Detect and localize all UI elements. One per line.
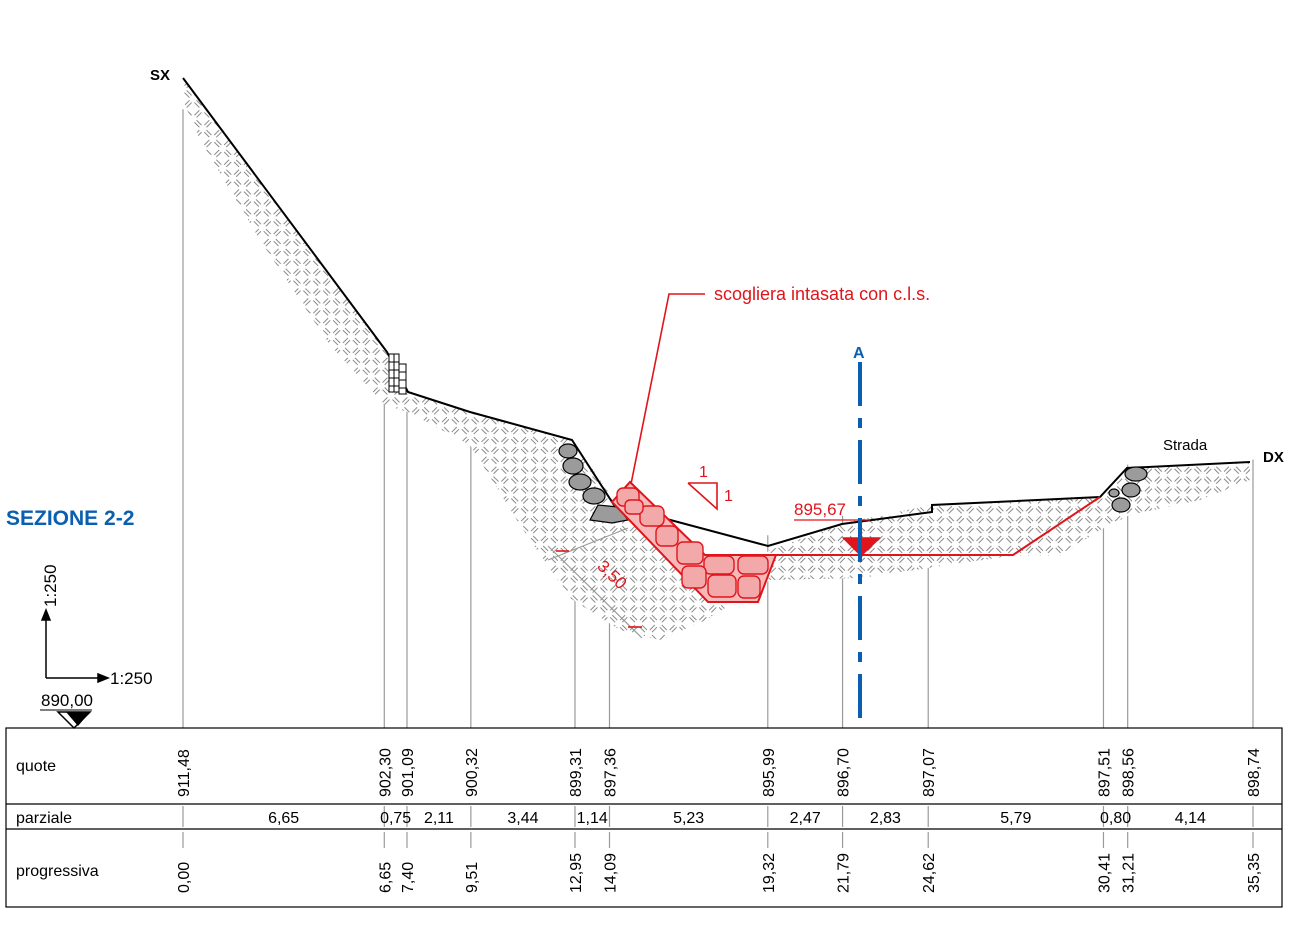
- station-reference-lines: [182, 109, 1254, 848]
- parziale-value: 6,65: [268, 810, 299, 827]
- slope-vertical-label: 1: [699, 464, 708, 481]
- row-label-parziale: parziale: [16, 810, 72, 827]
- slope-symbol: [687, 482, 718, 511]
- slope-horizontal-label: 1: [724, 488, 733, 505]
- callout-text: scogliera intasata con c.l.s.: [714, 284, 930, 304]
- quote-value: 895,99: [761, 748, 778, 797]
- road-label: Strada: [1163, 437, 1208, 454]
- progressiva-value: 14,09: [602, 853, 619, 893]
- datum-label: 890,00: [41, 691, 93, 710]
- parziale-value: 0,75: [380, 810, 411, 827]
- quote-value: 898,74: [1246, 748, 1263, 797]
- section-line-label: A: [853, 345, 865, 362]
- scale-indicator: [40, 607, 111, 684]
- design-channel-right: [776, 496, 1101, 556]
- parziale-value: 2,47: [790, 810, 821, 827]
- existing-boulders-right: [1108, 466, 1148, 513]
- parziale-value: 2,83: [870, 810, 901, 827]
- quote-value: 897,51: [1096, 748, 1113, 797]
- progressiva-value: 31,21: [1121, 853, 1138, 893]
- quote-values: 911,48 902,30 901,09 900,32 899,31 897,36 895,…: [176, 748, 1263, 797]
- progressiva-value: 35,35: [1246, 853, 1263, 893]
- progressiva-value: 0,00: [176, 862, 193, 893]
- quote-value: 899,31: [568, 748, 585, 797]
- parziale-value: 5,23: [673, 810, 704, 827]
- parziale-value: 2,11: [424, 810, 454, 827]
- quote-value: 911,48: [176, 749, 193, 797]
- quote-value: 902,30: [377, 748, 394, 797]
- quote-value: 898,56: [1121, 748, 1138, 797]
- progressiva-values: 0,00 6,65 7,40 9,51 12,95 14,09 19,32 21,79 24,6…: [176, 853, 1263, 893]
- parziale-value: 0,80: [1100, 810, 1131, 827]
- callout-leader: [630, 293, 705, 485]
- datum-symbol-fill: [66, 712, 90, 726]
- row-label-progressiva: progressiva: [16, 863, 99, 880]
- vertical-scale-label: 1:250: [41, 564, 60, 607]
- progressiva-value: 30,41: [1096, 853, 1113, 893]
- section-title: SEZIONE 2-2: [6, 507, 134, 530]
- progressiva-value: 9,51: [464, 862, 481, 893]
- progressiva-value: 6,65: [377, 862, 394, 893]
- riprap-stones: [616, 487, 769, 599]
- horizontal-scale-label: 1:250: [110, 669, 153, 688]
- parziale-value: 4,14: [1175, 810, 1206, 827]
- parziale-value: 5,79: [1000, 810, 1031, 827]
- water-level-label: 895,67: [794, 500, 846, 519]
- quote-value: 900,32: [464, 748, 481, 797]
- parziale-value: 3,44: [507, 810, 538, 827]
- progressiva-value: 19,32: [761, 853, 778, 893]
- progressiva-value: 7,40: [400, 862, 417, 893]
- gabion-wall: [388, 353, 407, 395]
- parziale-value: 1,14: [577, 810, 608, 827]
- quote-value: 896,70: [836, 748, 853, 797]
- left-bank-label: SX: [150, 67, 170, 84]
- row-label-quote: quote: [16, 758, 56, 775]
- profile-table: [5, 727, 1283, 908]
- quote-value: 897,36: [602, 748, 619, 797]
- quote-value: 901,09: [400, 748, 417, 797]
- thickness-dimension: [547, 527, 643, 639]
- quote-value: 897,07: [921, 748, 938, 797]
- progressiva-value: 21,79: [836, 853, 853, 893]
- progressiva-value: 12,95: [568, 853, 585, 893]
- progressiva-value: 24,62: [921, 853, 938, 893]
- right-bank-label: DX: [1263, 449, 1284, 466]
- parziale-values: 6,65 0,75 2,11 3,44 1,14 5,23 2,47 2,83 5,79 0,80…: [268, 810, 1206, 827]
